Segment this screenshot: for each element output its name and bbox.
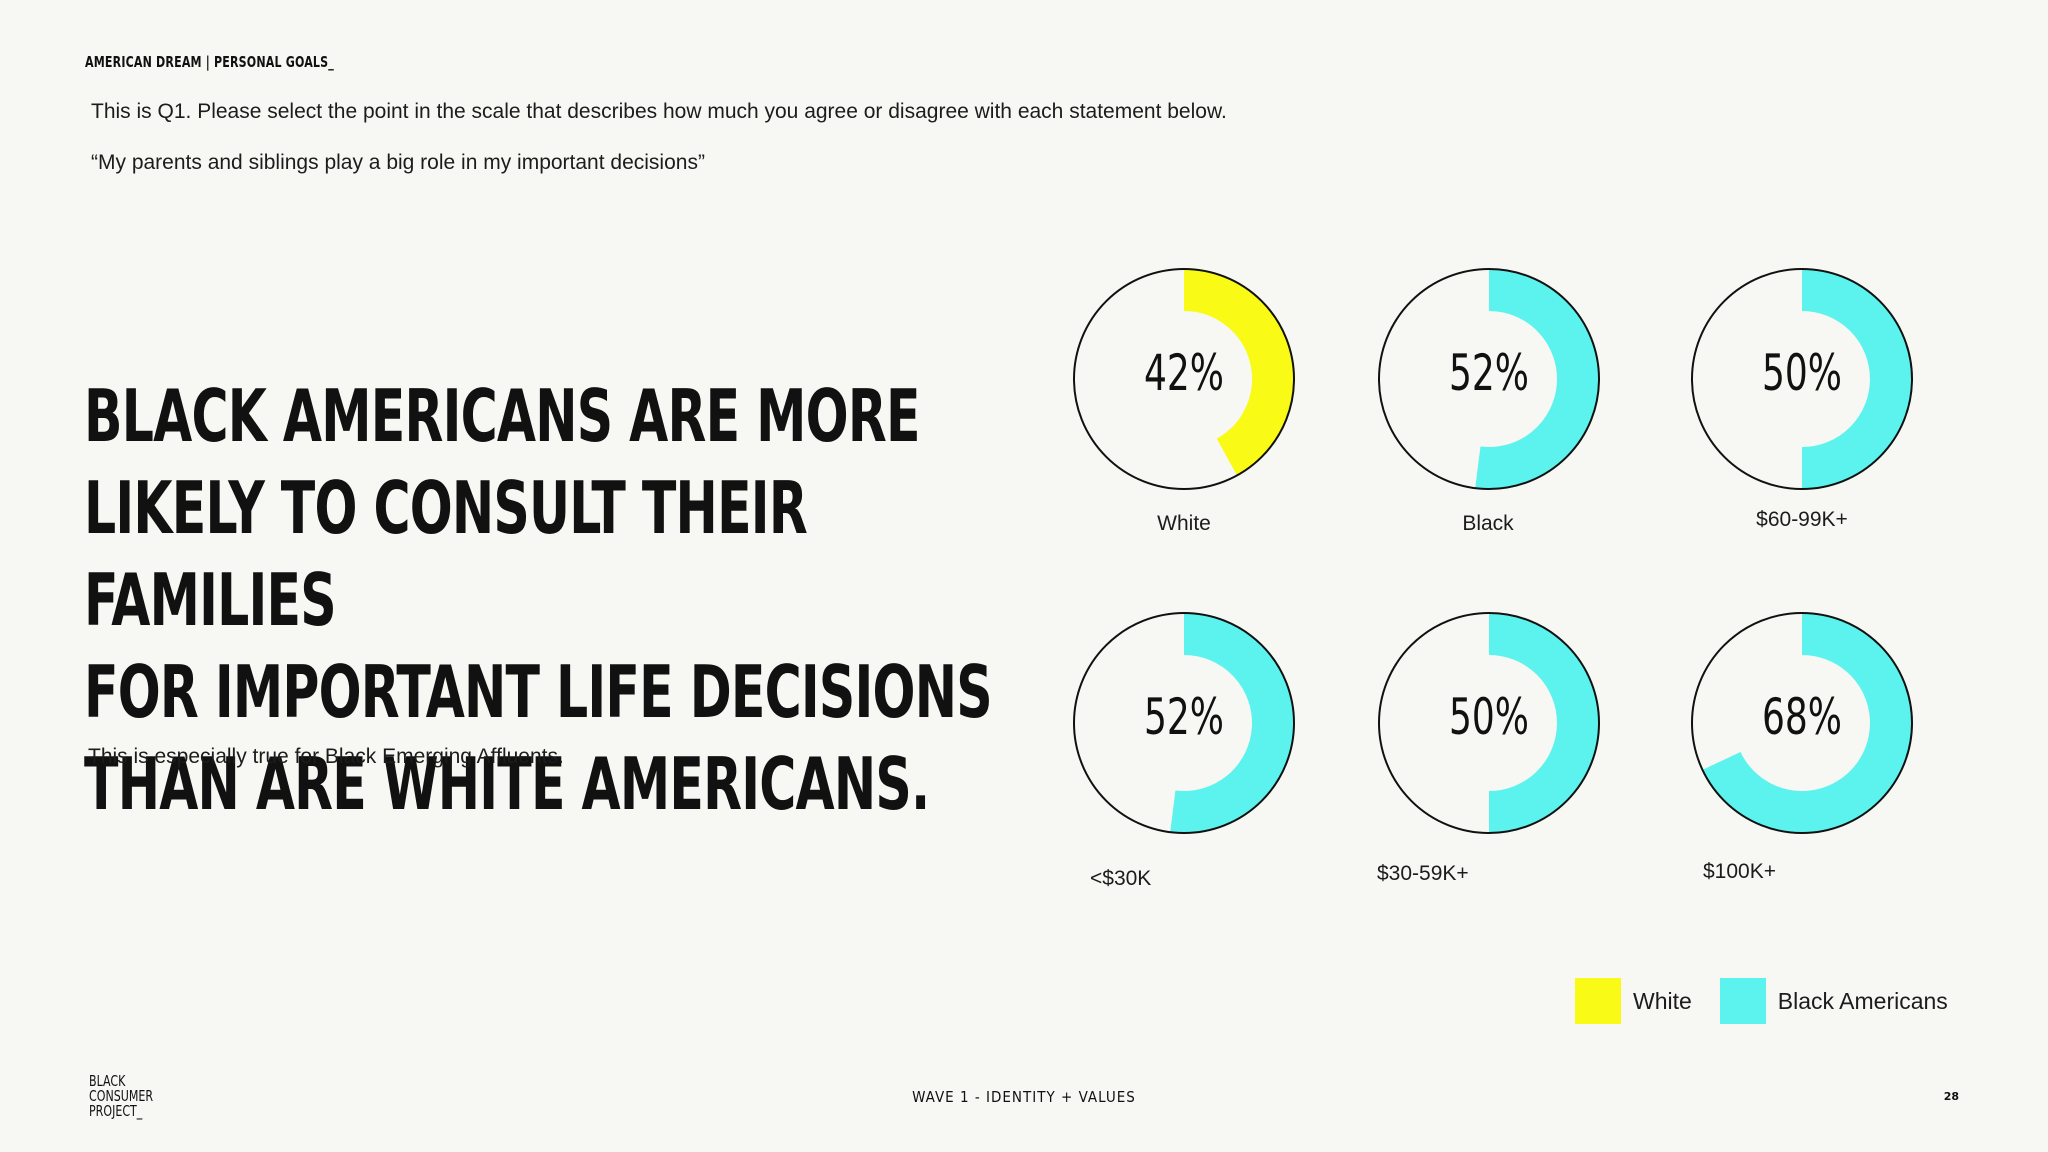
section-header: AMERICAN DREAM | PERSONAL GOALS_ [85, 53, 334, 71]
donut-svg [1691, 268, 1913, 490]
donut-category-label: $30-59K+ [1377, 862, 1469, 885]
legend-label: White [1633, 987, 1692, 1014]
donut-5: 50% [1373, 607, 1605, 839]
donut-outline [1378, 612, 1600, 834]
question-text: This is Q1. Please select the point in t… [91, 100, 1227, 123]
donut-outline [1691, 612, 1913, 834]
donut-value-label: 68% [1762, 688, 1842, 746]
donut-value-label: 42% [1144, 344, 1224, 402]
donut-value-arc [1702, 613, 1912, 833]
donut-category-label: White [1157, 512, 1211, 535]
logo-line: PROJECT_ [89, 1102, 143, 1120]
subheadline: This is especially true for Black Emergi… [88, 745, 564, 768]
headline-line: LIKELY TO CONSULT THEIR FAMILIES [84, 466, 808, 642]
donut-category-label: $100K+ [1703, 860, 1776, 883]
donut-2: 52% [1373, 263, 1605, 495]
donut-1: 42% [1068, 263, 1300, 495]
donut-6: 68% [1686, 607, 1918, 839]
footer-title: WAVE 1 - IDENTITY + VALUES [912, 1088, 1136, 1106]
legend-item-black-americans: Black Americans [1719, 978, 1948, 1024]
donut-svg [1378, 268, 1600, 490]
donut-outline [1073, 612, 1295, 834]
logo-line: CONSUMER [89, 1087, 154, 1105]
donut-svg [1073, 268, 1295, 490]
page-number: 28 [1943, 1090, 1959, 1103]
donut-value-arc [1801, 269, 1912, 489]
headline-line: FOR IMPORTANT LIFE DECISIONS [84, 650, 993, 734]
donut-outline [1073, 268, 1295, 490]
donut-3: 50% [1686, 263, 1918, 495]
donut-svg [1073, 612, 1295, 834]
legend-swatch-white [1575, 978, 1621, 1024]
logo-line: BLACK [89, 1072, 126, 1090]
donut-value-label: 52% [1449, 344, 1529, 402]
donut-value-arc [1488, 613, 1599, 833]
statement-text: “My parents and siblings play a big role… [91, 151, 705, 174]
donut-category-label: $60-99K+ [1756, 508, 1848, 531]
donut-value-arc [1183, 269, 1294, 476]
brand-logo: BLACK CONSUMER PROJECT_ [89, 1074, 153, 1119]
donut-category-label: Black [1462, 512, 1514, 535]
chart-legend: White Black Americans [1575, 977, 1976, 1025]
legend-item-white: White [1575, 978, 1692, 1024]
donut-value-label: 50% [1449, 688, 1529, 746]
legend-swatch-black-americans [1719, 978, 1766, 1024]
donut-value-label: 50% [1762, 344, 1842, 402]
donut-value-label: 52% [1144, 688, 1224, 746]
donut-outline [1378, 268, 1600, 490]
headline: BLACK AMERICANS ARE MORE LIKELY TO CONSU… [84, 370, 1020, 830]
donut-value-arc [1170, 613, 1294, 833]
headline-line: THAN ARE WHITE AMERICANS. [84, 742, 930, 826]
donut-svg [1378, 612, 1600, 834]
donut-category-label: <$30K [1090, 867, 1152, 890]
donut-value-arc [1475, 269, 1599, 489]
headline-line: BLACK AMERICANS ARE MORE [84, 374, 921, 458]
donut-outline [1691, 268, 1913, 490]
legend-label: Black Americans [1777, 987, 1948, 1014]
donut-4: 52% [1068, 607, 1300, 839]
donut-svg [1691, 612, 1913, 834]
